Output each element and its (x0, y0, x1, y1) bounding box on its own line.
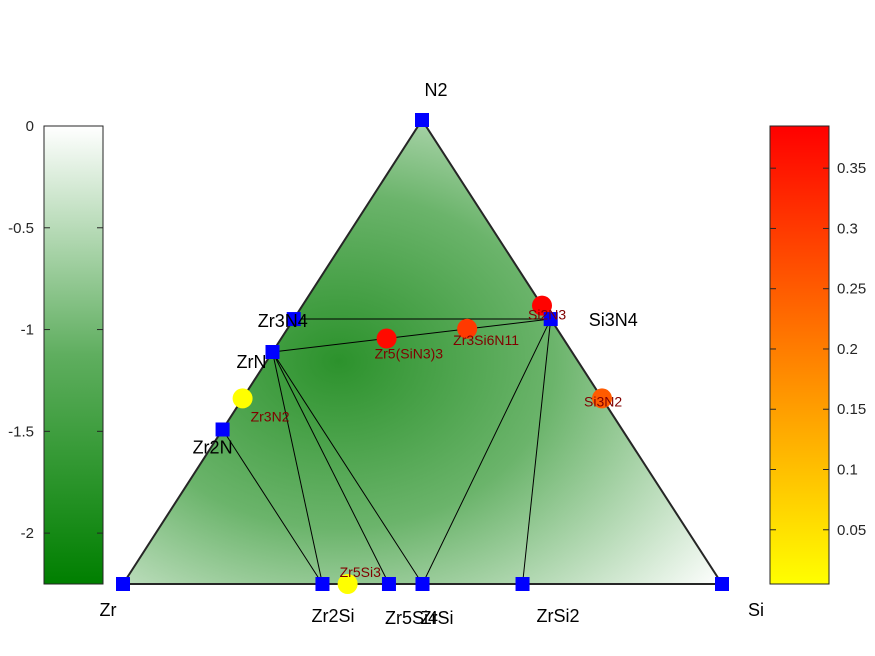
unstable-label-zr3si6n11: Zr3Si6N11 (453, 332, 519, 348)
unstable-marker-zr5-sin3-3 (376, 328, 397, 349)
tie-line-zrn-zr2si (272, 351, 323, 585)
unstable-label-si2n3: Si2N3 (528, 307, 566, 323)
energy-colorbar: 0 -0.5 -1 -1.5 -2 (8, 118, 104, 585)
tie-line-si3n4-zrsi2 (522, 319, 552, 585)
phase-label-zr: Zr (100, 600, 117, 620)
phase-label-zrsi: ZrSi (421, 608, 454, 628)
energy-colorbar-tick-label: 0 (26, 118, 34, 135)
stable-marker-zrsi2 (515, 577, 530, 591)
phase-label-si: Si (748, 600, 764, 620)
tie-line-zrn-si3n4 (272, 318, 551, 353)
unstable-marker-zr3n2 (232, 388, 253, 409)
hull-distance-colorbar-tick-label: 0.35 (837, 160, 866, 177)
unstable-marker-zr3si6n11 (457, 318, 478, 339)
phase-labels: Si2N3 Zr5(SiN3)3 Zr3Si6N11 Si3N2 Zr3N2 Zr5Si3… (100, 80, 765, 628)
energy-colorbar-tick-label: -0.5 (8, 220, 34, 237)
hull-distance-colorbar-tick-label: 0.15 (837, 401, 866, 418)
hull-distance-colorbar-tick-label: 0.2 (837, 341, 858, 358)
stable-marker-si3n4 (543, 312, 558, 327)
stable-marker-zr2si (315, 577, 330, 591)
stable-phase-markers (116, 113, 729, 591)
phase-label-n2: N2 (424, 80, 447, 100)
phase-label-zr5si4: Zr5Si4 (385, 608, 438, 628)
tie-lines (222, 318, 552, 585)
stable-marker-zr (116, 577, 130, 591)
stable-marker-zrsi (415, 577, 430, 591)
phase-label-si3n4: Si3N4 (589, 310, 638, 330)
hull-distance-colorbar: 0.35 0.3 0.25 0.2 0.15 0.1 0.05 (769, 125, 866, 585)
unstable-marker-si2n3 (532, 295, 552, 316)
phase-label-zr3n4: Zr3N4 (258, 311, 308, 331)
hull-distance-colorbar-tick-label: 0.25 (837, 281, 866, 298)
tie-line-si3n4-zrsi (422, 318, 552, 585)
unstable-phase-markers (232, 295, 612, 594)
phase-label-zr2n: Zr2N (193, 437, 233, 457)
unstable-marker-zr5si3 (337, 574, 358, 594)
stable-marker-zr2n (215, 422, 230, 437)
unstable-label-si3n2: Si3N2 (584, 393, 622, 409)
tie-line-zrn-zrsi (272, 351, 423, 585)
hull-distance-colorbar-tick-label: 0.3 (837, 220, 858, 237)
energy-colorbar-tick-label: -1.5 (8, 423, 34, 440)
unstable-marker-si3n2 (592, 388, 612, 409)
unstable-label-zr5-sin3-3: Zr5(SiN3)3 (375, 346, 444, 362)
hull-distance-colorbar-bar (769, 125, 830, 585)
phase-label-zrn: ZrN (237, 352, 267, 372)
stable-marker-zr5si4 (381, 577, 396, 591)
hull-distance-colorbar-tick-label: 0.05 (837, 522, 866, 539)
energy-colorbar-bar (43, 125, 104, 585)
tie-line-zrn-zr5si4 (272, 351, 390, 585)
tie-line-zr2n-zr2si (222, 429, 323, 585)
stable-marker-n2 (415, 113, 429, 127)
phase-label-zrsi2: ZrSi2 (537, 606, 580, 626)
unstable-label-zr3n2: Zr3N2 (251, 408, 290, 424)
stable-marker-zrn (265, 345, 280, 359)
stable-marker-si (715, 577, 729, 591)
energy-colorbar-tick-label: -2 (21, 525, 34, 542)
energy-colorbar-tick-label: -1 (21, 322, 34, 339)
hull-distance-colorbar-tick-label: 0.1 (837, 462, 858, 479)
stable-marker-zr3n4 (286, 312, 301, 327)
phase-label-zr2si: Zr2Si (311, 606, 354, 626)
unstable-label-zr5si3: Zr5Si3 (340, 564, 381, 580)
